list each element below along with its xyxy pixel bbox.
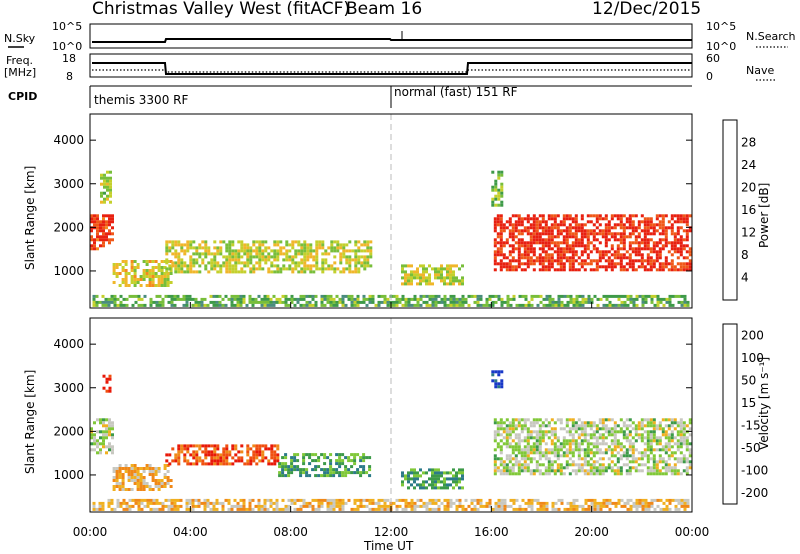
nsearch-tick-top: 10^5 — [706, 20, 736, 33]
power-ytick-label-1: 2000 — [53, 220, 84, 234]
cpid-mode2: normal (fast) 151 RF — [394, 85, 518, 99]
nsky-tick-bottom: 10^0 — [52, 40, 82, 53]
power-data-layer — [90, 114, 692, 308]
power-cb-tick-1: 8 — [741, 248, 749, 262]
velocity-cb-tick-2: 50 — [741, 373, 756, 387]
velocity-region-8 — [92, 498, 690, 511]
velocity-cb-tick-3: 15 — [741, 396, 756, 410]
power-region-6 — [491, 170, 504, 207]
power-y-label: Slant Range [km] — [23, 166, 37, 270]
nsky-label: N.Sky — [4, 32, 36, 45]
velocity-region-3 — [165, 444, 280, 466]
power-cb-tick-4: 20 — [741, 181, 756, 195]
velocity-cb-tick-5: -50 — [741, 441, 761, 455]
power-region-5 — [493, 214, 692, 272]
power-cb-tick-3: 16 — [741, 203, 756, 217]
velocity-cb-frame — [722, 323, 738, 505]
freq-unit: [MHz] — [4, 66, 36, 79]
nave-tick-bottom: 0 — [706, 70, 713, 83]
velocity-region-6 — [491, 370, 504, 389]
x-axis-label: Time UT — [363, 539, 414, 553]
velocity-region-1 — [102, 374, 112, 393]
velocity-ytick-label-1: 2000 — [53, 424, 84, 438]
cpid-label: CPID — [8, 90, 37, 103]
freq-panel — [89, 53, 693, 78]
velocity-y-axis: 1000 2000 3000 4000 — [53, 337, 692, 482]
velocity-cb-tick-4: -15 — [741, 418, 761, 432]
power-colorbar-label: Power [dB] — [757, 183, 771, 248]
power-ytick-label-2: 3000 — [53, 177, 84, 191]
power-region-2 — [112, 260, 173, 287]
power-ytick-label-3: 4000 — [53, 133, 84, 147]
nsky-tick-top: 10^5 — [52, 20, 82, 33]
power-region-1 — [100, 170, 112, 204]
power-y-axis: 1000 2000 3000 4000 — [53, 133, 692, 278]
power-cb-tick-5: 24 — [741, 158, 756, 172]
date-label: 12/Dec/2015 — [592, 0, 701, 19]
power-region-7 — [92, 294, 690, 307]
xtick-label-4: 16:00 — [474, 525, 509, 539]
freq-tick-bottom: 8 — [66, 70, 73, 83]
nave-label: Nave — [746, 64, 774, 77]
power-region-3 — [165, 240, 373, 274]
nsearch-tick-bottom: 10^0 — [706, 40, 736, 53]
power-cb-frame — [722, 119, 738, 301]
nsky-panel — [89, 23, 693, 49]
station-title: Christmas Valley West (fitACF) — [92, 0, 350, 19]
nave-series — [92, 69, 692, 73]
velocity-ytick-label-2: 3000 — [53, 381, 84, 395]
velocity-region-0 — [90, 418, 114, 455]
velocity-cb-tick-6: -100 — [741, 463, 768, 477]
cpid-mode1: themis 3300 RF — [94, 93, 188, 107]
power-ytick-label-0: 1000 — [53, 264, 84, 278]
freq-series — [92, 62, 692, 75]
power-region-4 — [401, 264, 464, 286]
power-colorbar: 4 8 12 16 20 24 28 — [722, 119, 756, 301]
xtick-label-1: 04:00 — [173, 525, 208, 539]
xtick-label-0: 00:00 — [73, 525, 108, 539]
velocity-ytick-label-3: 4000 — [53, 337, 84, 351]
freq-label: Freq. — [6, 54, 33, 67]
velocity-y-label: Slant Range [km] — [23, 370, 37, 474]
nsky-series — [92, 38, 692, 43]
velocity-cb-tick-1: 100 — [741, 351, 764, 365]
velocity-colorbar: 200 100 50 15 -15 -50 -100 -200 — [722, 323, 768, 505]
nave-tick-top: 60 — [706, 52, 720, 65]
nsearch-label: N.Search — [746, 30, 796, 43]
power-cb-tick-2: 12 — [741, 226, 756, 240]
velocity-region-7 — [493, 418, 692, 476]
velocity-cb-tick-0: 200 — [741, 328, 764, 342]
velocity-colorbar-label: Velocity [m s⁻¹] — [757, 357, 771, 450]
xtick-label-6: 00:00 — [675, 525, 710, 539]
velocity-panel: 1000 2000 3000 4000 Slant Range [km] — [23, 317, 693, 513]
velocity-cb-tick-7: -200 — [741, 486, 768, 500]
velocity-region-2 — [112, 464, 173, 491]
time-x-axis: 00:00 04:00 08:00 12:00 16:00 20:00 00:00 — [73, 302, 710, 539]
xtick-label-5: 20:00 — [574, 525, 609, 539]
velocity-region-4 — [278, 453, 372, 478]
velocity-ytick-label-0: 1000 — [53, 468, 84, 482]
freq-tick-top: 18 — [62, 52, 76, 65]
velocity-data-layer — [90, 318, 692, 512]
power-cb-tick-0: 4 — [741, 271, 749, 285]
power-panel: 1000 2000 3000 4000 Slant Range [km] — [23, 113, 693, 309]
beam-label: Beam 16 — [346, 0, 422, 19]
velocity-region-5 — [401, 468, 464, 490]
xtick-label-3: 12:00 — [374, 525, 409, 539]
power-cb-tick-6: 28 — [741, 136, 756, 150]
xtick-label-2: 08:00 — [273, 525, 308, 539]
